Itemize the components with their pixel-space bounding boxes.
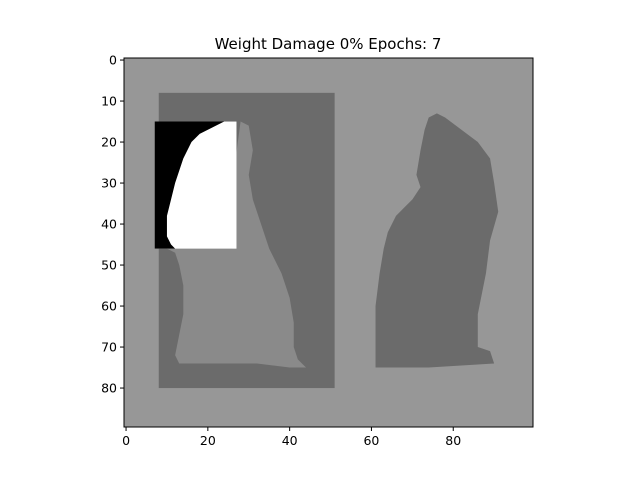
heatmap-image: [124, 58, 533, 427]
x-tick-label: 20: [200, 433, 216, 448]
y-tick-label: 60: [101, 299, 117, 314]
x-axis: 0 20 40 60 80: [122, 427, 461, 448]
x-tick-label: 80: [445, 433, 461, 448]
x-tick-label: 0: [122, 433, 130, 448]
x-tick-label: 60: [363, 433, 379, 448]
black-corner: [154, 121, 225, 249]
right-cat-silhouette: [375, 113, 499, 368]
y-tick-label: 50: [101, 258, 117, 273]
y-axis: 0 10 20 30 40 50 60 70 80: [101, 53, 124, 396]
y-tick-label: 30: [101, 176, 117, 191]
y-tick-label: 10: [101, 94, 117, 109]
y-tick-label: 0: [109, 53, 117, 68]
axes-frame: [123, 57, 534, 428]
y-tick-label: 20: [101, 135, 117, 150]
x-tick-label: 40: [282, 433, 298, 448]
y-tick-label: 40: [101, 217, 117, 232]
y-tick-label: 70: [101, 340, 117, 355]
chart-title: Weight Damage 0% Epochs: 7: [215, 35, 442, 53]
y-tick-label: 80: [101, 381, 117, 396]
